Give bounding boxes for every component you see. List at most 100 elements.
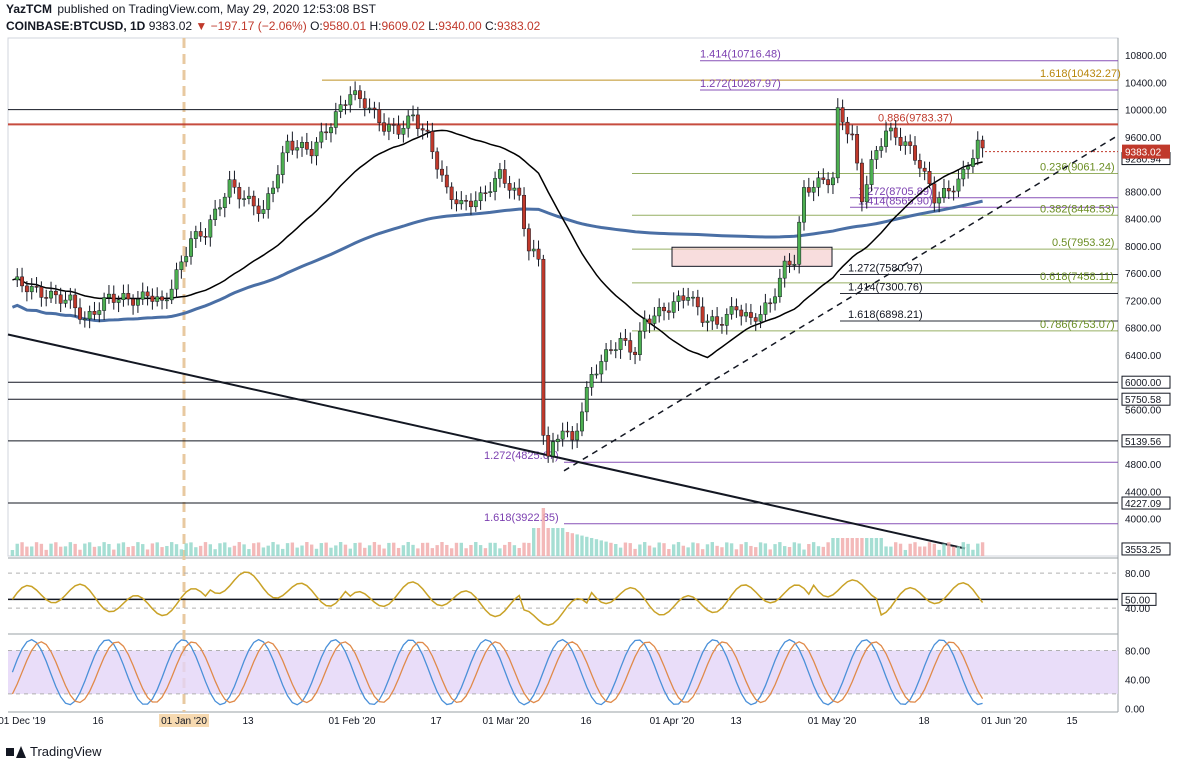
candle-body (599, 361, 604, 375)
candle-body (691, 296, 695, 299)
candle-body (309, 148, 314, 157)
volume-bar (126, 546, 130, 556)
candle-body (932, 183, 937, 204)
tradingview-logo[interactable]: TradingView (6, 744, 102, 759)
candle-body (700, 306, 705, 323)
candle-body (956, 178, 961, 192)
candle-body (565, 430, 570, 433)
candle-body (145, 291, 150, 297)
ticker-change: −197.17 (−2.06%) (210, 19, 307, 33)
candle-body (507, 183, 512, 191)
volume-bar (570, 533, 575, 556)
volume-bar (517, 548, 521, 556)
candle-body (802, 187, 806, 223)
volume-bar (840, 538, 845, 556)
tradingview-brand: TradingView (30, 744, 102, 759)
fib-level-label: 0.5(7953.32) (1052, 237, 1114, 249)
time-tick-label: 13 (242, 716, 254, 727)
candle-body (39, 286, 44, 298)
ticker-info: COINBASE:BTCUSD, 1D 9383.02 ▼ −197.17 (−… (6, 19, 540, 33)
price-tick-label: 8000.00 (1125, 242, 1162, 253)
candle-body (92, 311, 97, 315)
candle-body (724, 314, 729, 326)
fib-level-label: 0.382(8448.53) (1040, 203, 1115, 215)
volume-bar (913, 542, 917, 556)
volume-bar (54, 542, 58, 556)
candle-body (193, 231, 198, 239)
volume-bar (34, 542, 39, 556)
candle-body (652, 315, 657, 324)
volume-bar (150, 543, 155, 556)
candle-body (24, 285, 29, 293)
candle-body (304, 142, 309, 150)
candle-body (87, 311, 92, 320)
candle-body (454, 199, 459, 205)
volume-bar (696, 543, 700, 556)
volume-bar (792, 542, 797, 556)
rsi-line (11, 571, 984, 627)
candle-body (618, 338, 623, 350)
rsi-tick-label: 50.00 (1125, 595, 1150, 606)
volume-bar (469, 544, 473, 556)
time-tick-label: 01 Dec '19 (0, 716, 46, 727)
volume-bar (922, 546, 927, 556)
volume-bar (947, 542, 951, 556)
candle-body (946, 188, 951, 192)
volume-bar (787, 546, 792, 556)
candle-body (218, 207, 222, 210)
candle-body (531, 248, 536, 252)
author-name[interactable]: YazTCM (6, 2, 53, 16)
candle-body (879, 146, 884, 151)
volume-bar (203, 542, 208, 556)
volume-bar (575, 534, 579, 556)
volume-bar (363, 547, 367, 556)
price-tick-label: 8800.00 (1125, 187, 1162, 198)
volume-bar (956, 546, 961, 556)
volume-bar (671, 544, 676, 556)
candle-body (208, 219, 213, 238)
volume-bar (691, 542, 695, 556)
volume-bar (208, 544, 212, 556)
price-chart[interactable]: 10800.00 10400.00 10000.00 9600.00 9280.94 88… (0, 0, 1180, 740)
volume-bar (652, 547, 657, 556)
volume-bar (594, 539, 599, 556)
time-tick-label: 01 Mar '20 (483, 716, 530, 727)
candle-body (864, 184, 869, 203)
volume-bar (92, 546, 97, 556)
down-arrow-icon: ▼ (195, 19, 208, 33)
volume-bar (498, 548, 502, 556)
candle-body (135, 298, 140, 306)
volume-bar (39, 543, 44, 556)
candle-body (213, 208, 218, 220)
candle-body (280, 152, 285, 175)
fib-level-label: 0.236(9061.24) (1040, 162, 1115, 174)
candle-body (633, 351, 638, 355)
candle-body (449, 186, 454, 200)
volume-bar (768, 549, 772, 556)
volume-bar (894, 542, 898, 556)
volume-bar (739, 544, 743, 556)
candle-body (671, 301, 676, 313)
candle-body (256, 205, 261, 214)
volume-bar (700, 549, 705, 556)
volume-bar (966, 543, 970, 556)
price-tick-label: 5600.00 (1125, 405, 1162, 416)
volume-bar (821, 546, 825, 556)
fib-level-label: 1.618(3922.85) (484, 512, 559, 524)
candle-body (570, 431, 575, 441)
stoch-d-line (11, 641, 984, 704)
time-tick-label: 16 (92, 716, 104, 727)
volume-bar (898, 543, 903, 556)
candle-body (362, 98, 367, 109)
candle-body (189, 238, 193, 257)
volume-bar (218, 543, 222, 556)
candle-body (821, 177, 826, 180)
volume-bar (937, 549, 941, 556)
candle-body (242, 198, 247, 200)
candle-body (29, 286, 34, 293)
ma200-line (11, 199, 983, 323)
candle-body (604, 349, 609, 362)
volume-bar (15, 543, 19, 556)
volume-bar (401, 545, 406, 556)
time-tick-label: 13 (730, 716, 742, 727)
